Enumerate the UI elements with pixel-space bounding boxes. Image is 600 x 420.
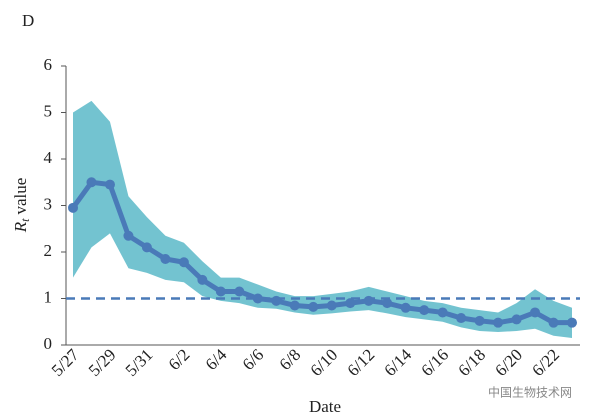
data-point <box>511 314 522 325</box>
x-tick-label: 6/10 <box>307 345 342 380</box>
y-tick-label: 4 <box>44 148 53 167</box>
confidence-band <box>73 100 572 339</box>
x-tick-label: 6/16 <box>417 345 452 380</box>
data-point <box>437 307 448 318</box>
data-point <box>345 298 356 309</box>
data-point <box>197 274 208 285</box>
data-point <box>567 317 577 328</box>
x-tick-label: 6/8 <box>276 345 305 374</box>
data-point <box>548 317 559 328</box>
data-point <box>104 179 115 190</box>
data-point <box>252 293 263 304</box>
data-point <box>326 300 337 311</box>
series-line <box>70 179 572 326</box>
x-axis-title: Date <box>309 397 341 416</box>
y-title-sub: t <box>18 218 32 222</box>
data-point <box>308 301 319 312</box>
x-tick-label: 5/31 <box>122 345 157 380</box>
data-point <box>382 298 393 309</box>
y-title-rest: value <box>11 178 30 215</box>
x-tick-label: 6/20 <box>491 345 526 380</box>
y-tick-label: 1 <box>44 287 53 306</box>
data-point <box>400 302 411 313</box>
data-point <box>474 315 485 326</box>
data-point <box>160 253 171 264</box>
y-tick-label: 6 <box>44 55 53 74</box>
x-tick-label: 6/6 <box>239 345 268 374</box>
data-point <box>271 295 282 306</box>
watermark: 中国生物技术网 <box>488 385 572 400</box>
data-point <box>363 295 374 306</box>
data-point <box>493 317 504 328</box>
data-point <box>289 300 300 311</box>
data-point <box>234 286 245 297</box>
data-point <box>141 242 152 253</box>
data-point <box>215 286 226 297</box>
x-tick-label: 6/4 <box>202 345 231 374</box>
x-tick-label: 6/14 <box>380 345 415 380</box>
y-axis-title: Rt value <box>11 178 32 234</box>
x-tick-label: 5/29 <box>85 345 120 380</box>
x-tick-label: 6/22 <box>528 345 563 380</box>
x-tick-label: 5/27 <box>48 345 83 380</box>
x-tick-label: 6/12 <box>343 345 378 380</box>
y-title-main: R <box>11 221 30 233</box>
data-point <box>123 230 134 241</box>
y-tick-label: 3 <box>44 194 53 213</box>
y-tick-label: 2 <box>44 241 53 260</box>
data-point <box>178 257 189 268</box>
y-tick-label: 5 <box>44 101 53 120</box>
panel-label: D <box>22 11 34 30</box>
data-point <box>86 177 97 188</box>
data-point <box>456 313 467 324</box>
y-tick-label: 0 <box>44 334 53 353</box>
data-point <box>68 202 78 213</box>
x-tick-label: 6/18 <box>454 345 489 380</box>
data-point <box>419 305 430 316</box>
x-tick-label: 6/2 <box>165 345 194 374</box>
data-point <box>530 307 541 318</box>
